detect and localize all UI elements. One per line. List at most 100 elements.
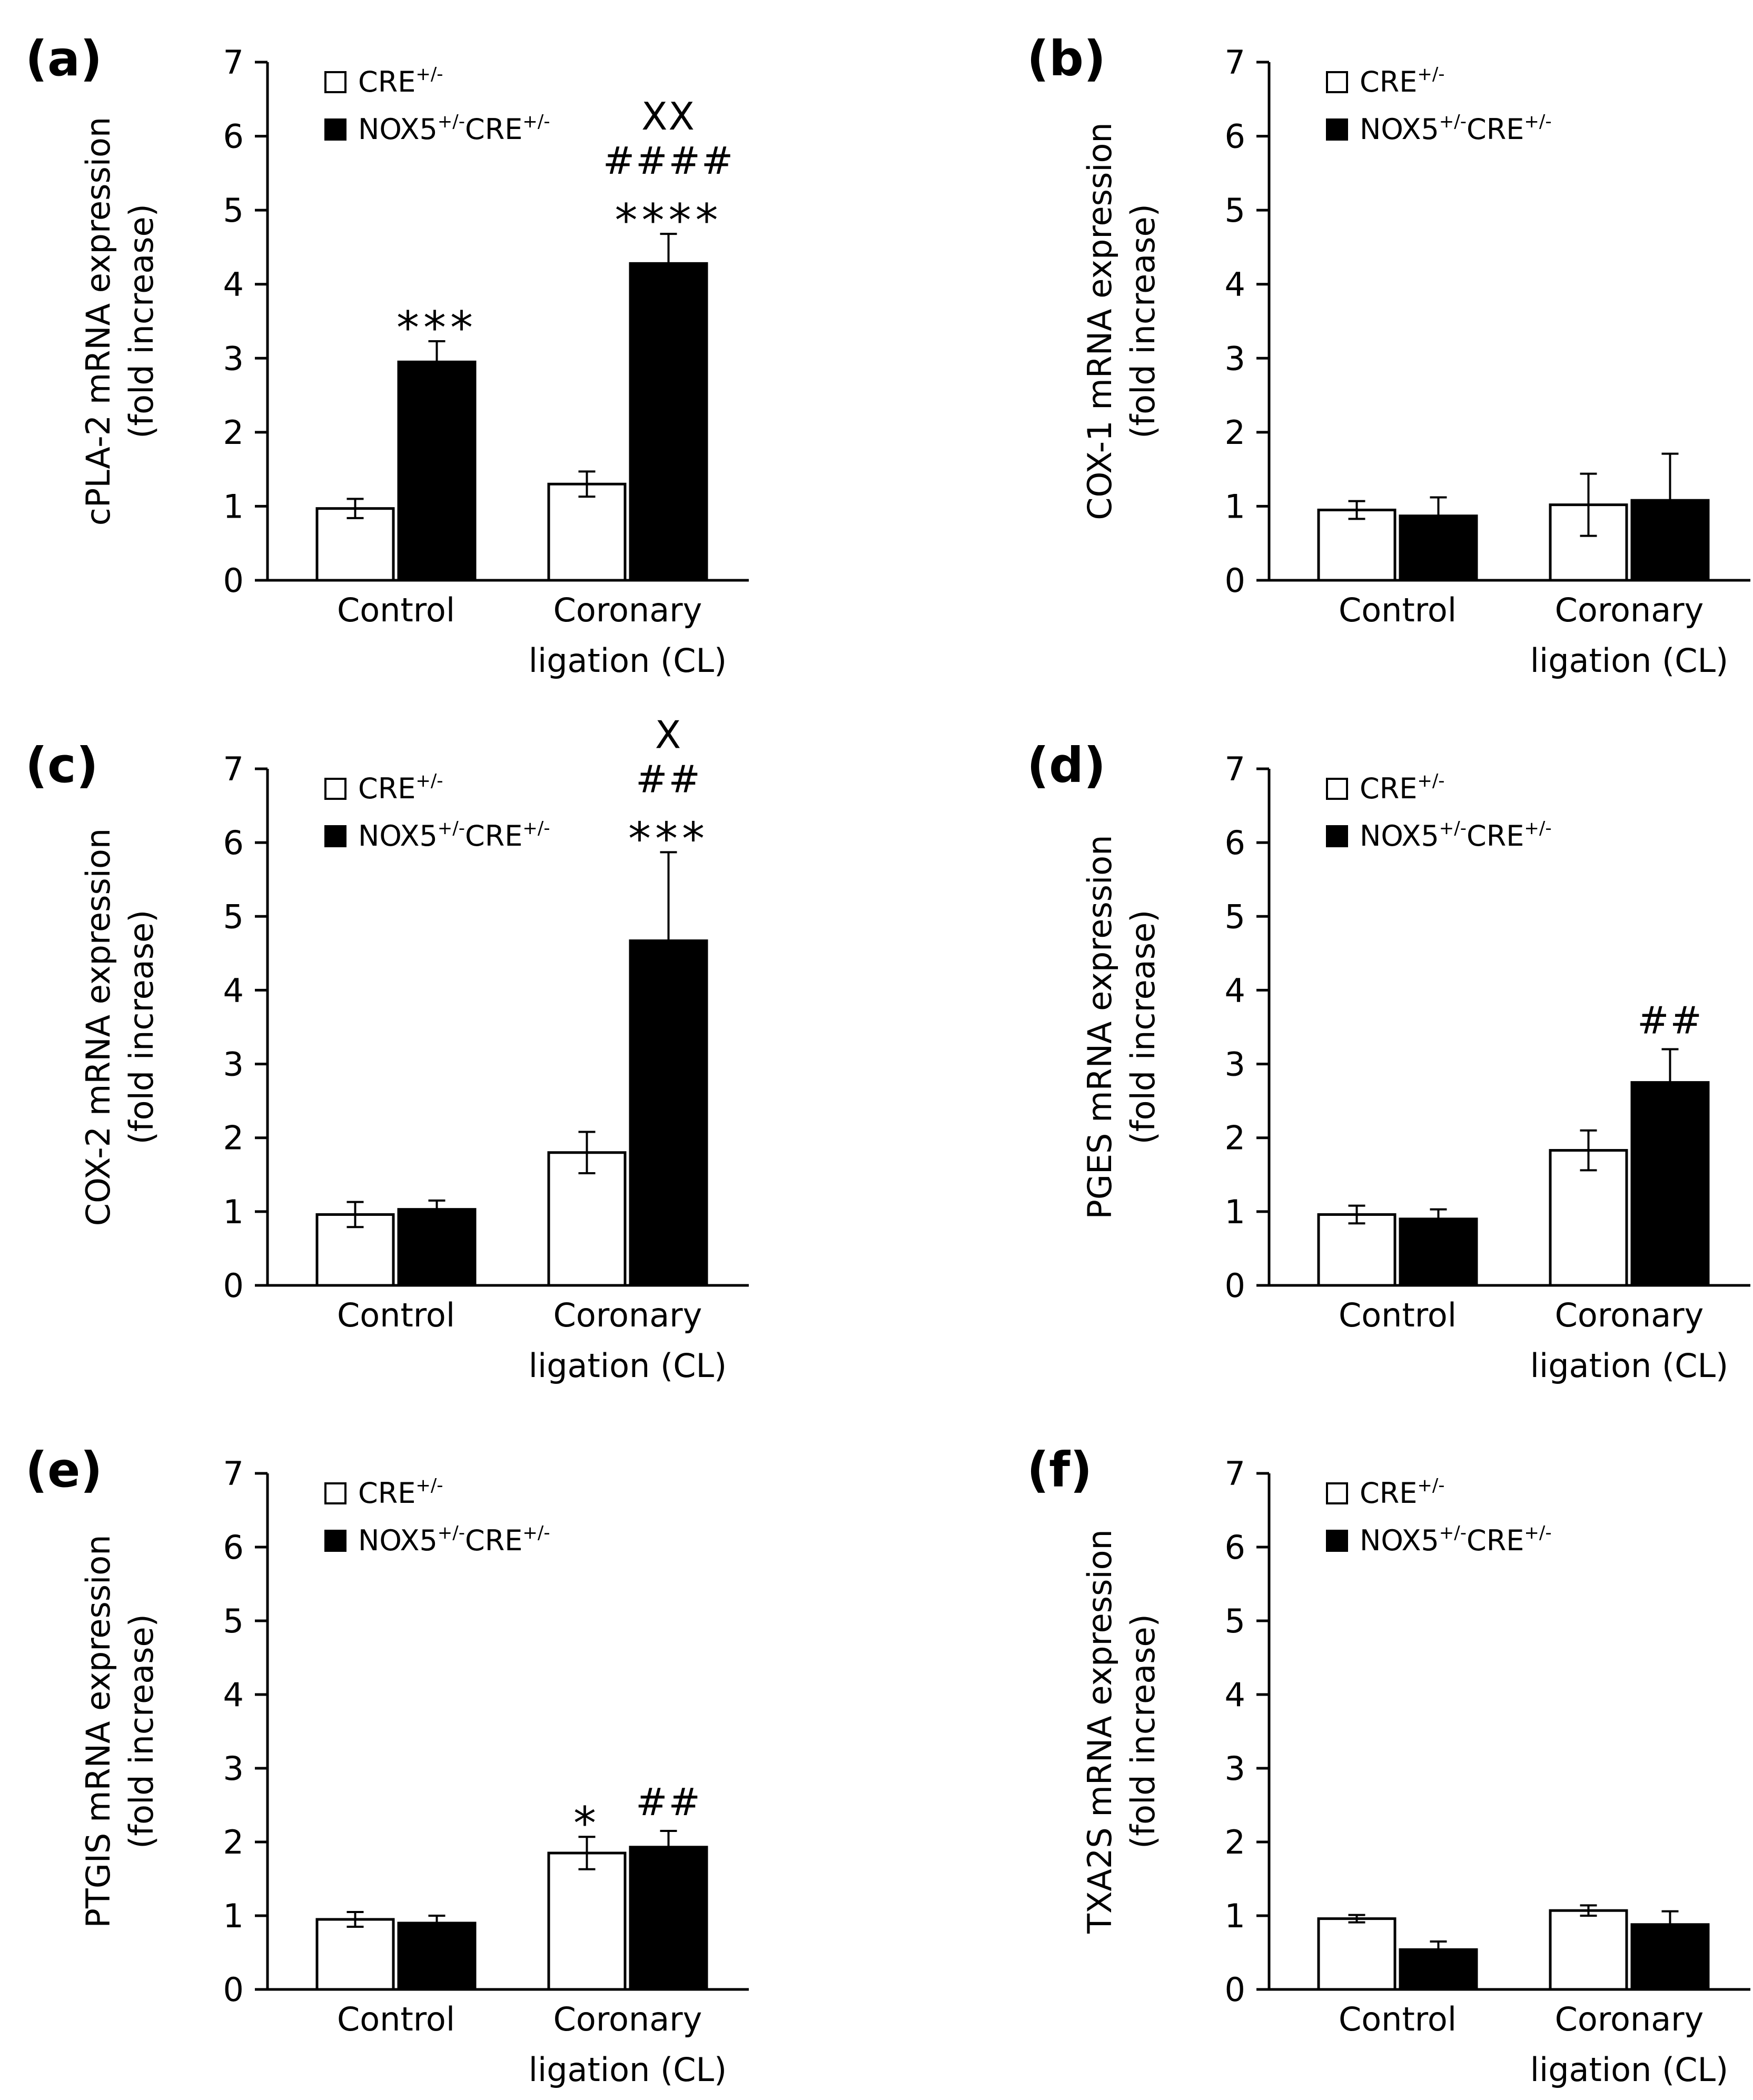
x-category-label: Coronary [553, 1296, 702, 1334]
significance-marker: X [655, 712, 682, 757]
y-tick-label: 0 [1225, 1970, 1245, 2009]
panel-2: (b) 0 1 2 3 4 5 6 7 COX-1 mRNA expression (fold in… [1027, 31, 1750, 680]
x-category-label: Coronary [1555, 591, 1704, 629]
y-tick-label: 1 [1225, 1193, 1245, 1231]
panel-1: (a) 0 1 2 3 4 5 6 7 cPLA-2 mRNA expression (fold i… [25, 31, 749, 680]
legend-swatch-cre [1326, 71, 1348, 93]
legend-label-nox5-cre: NOX5+/-CRE+/- [358, 111, 550, 146]
y-axis-label: PTGIS mRNA expression [79, 1534, 117, 1928]
legend-swatch-nox5-cre [1326, 825, 1348, 847]
panel-label: (d) [1027, 737, 1106, 794]
y-tick-label: 7 [1225, 43, 1245, 82]
legend-label-cre: CRE+/- [1360, 770, 1445, 805]
y-tick-label: 1 [1225, 1897, 1245, 1935]
x-category-label: Coronary [553, 2000, 702, 2038]
x-category-label: Coronary [1555, 2000, 1704, 2038]
y-tick-label: 1 [1225, 487, 1245, 526]
y-tick-label: 4 [1225, 971, 1245, 1009]
y-tick-label: 6 [1225, 117, 1245, 156]
y-tick-label: 2 [1225, 1823, 1245, 1861]
bar [1317, 508, 1397, 582]
significance-marker: #### [603, 138, 734, 183]
y-tick-label: 0 [223, 1970, 244, 2009]
y-axis-label-unit: (fold increase) [122, 910, 161, 1145]
y-tick-label: 5 [1225, 1602, 1245, 1640]
y-tick-label: 2 [223, 1119, 244, 1157]
significance-marker: *** [628, 813, 709, 865]
y-axis-label: TXA2S mRNA expression [1081, 1529, 1119, 1934]
x-category-label: Coronary [1555, 1296, 1704, 1334]
panel-label: (a) [25, 31, 102, 87]
bar [547, 482, 627, 582]
y-tick-label: 7 [223, 1454, 244, 1493]
y-tick-label: 7 [1225, 750, 1245, 788]
y-tick-label: 5 [223, 897, 244, 936]
legend-label-nox5-cre: NOX5+/-CRE+/- [1360, 818, 1552, 853]
legend-swatch-nox5-cre [1326, 118, 1348, 141]
x-category-label: ligation (CL) [529, 1346, 727, 1385]
x-category-label: Coronary [553, 591, 702, 629]
x-category-label: Control [1339, 2000, 1457, 2038]
legend-swatch-nox5-cre [324, 1530, 346, 1552]
legend-swatch-nox5-cre [1326, 1530, 1348, 1552]
significance-marker: **** [615, 194, 722, 247]
y-tick-label: 2 [223, 413, 244, 452]
legend-label-cre: CRE+/- [358, 1475, 443, 1510]
bar [547, 1851, 627, 1991]
y-axis-label: COX-1 mRNA expression [1081, 122, 1119, 520]
y-tick-label: 4 [223, 265, 244, 304]
bar [1399, 1948, 1478, 1991]
bar [397, 1208, 477, 1287]
x-category-label: ligation (CL) [529, 2051, 727, 2089]
x-category-label: ligation (CL) [1530, 2051, 1728, 2089]
y-tick-label: 5 [1225, 191, 1245, 230]
y-axis-label-unit: (fold increase) [122, 204, 161, 439]
significance-marker: ## [636, 757, 701, 801]
y-tick-label: 4 [223, 971, 244, 1009]
bar [1317, 1917, 1397, 1991]
bar [315, 507, 395, 582]
bar [315, 1918, 395, 1991]
y-axis-label: COX-2 mRNA expression [79, 828, 117, 1226]
y-tick-label: 6 [223, 824, 244, 862]
significance-marker: *** [397, 302, 477, 354]
bar [629, 1846, 708, 1991]
y-tick-label: 0 [223, 561, 244, 600]
legend-swatch-nox5-cre [324, 825, 346, 847]
legend-label-cre: CRE+/- [1360, 64, 1445, 98]
panel-label: (c) [25, 737, 98, 794]
bar [547, 1151, 627, 1287]
y-tick-label: 1 [223, 1897, 244, 1935]
y-tick-label: 1 [223, 487, 244, 526]
y-tick-label: 3 [1225, 339, 1245, 378]
y-tick-label: 6 [1225, 1528, 1245, 1567]
bar [1317, 1213, 1397, 1287]
x-category-label: Control [1339, 591, 1457, 629]
panel-6: (f) 0 1 2 3 4 5 6 7 TXA2S mRNA expression (fold in… [1027, 1442, 1750, 2089]
y-tick-label: 6 [223, 1528, 244, 1567]
y-tick-label: 0 [1225, 1266, 1245, 1305]
y-axis-label-unit: (fold increase) [1124, 1614, 1162, 1849]
y-tick-label: 2 [1225, 413, 1245, 452]
x-category-label: ligation (CL) [529, 641, 727, 680]
y-tick-label: 3 [223, 1749, 244, 1788]
y-tick-label: 7 [223, 750, 244, 788]
panel-4: (d) 0 1 2 3 4 5 6 7 PGES mRNA expression (fold inc… [1027, 737, 1750, 1385]
legend-label-nox5-cre: NOX5+/-CRE+/- [358, 818, 550, 853]
legend-label-nox5-cre: NOX5+/-CRE+/- [358, 1522, 550, 1557]
legend-swatch-cre [1326, 778, 1348, 800]
y-tick-label: 6 [223, 117, 244, 156]
legend-label-nox5-cre: NOX5+/-CRE+/- [1360, 111, 1552, 146]
y-axis-label-unit: (fold increase) [1124, 204, 1162, 439]
y-tick-label: 5 [223, 191, 244, 230]
legend-swatch-cre [324, 1482, 346, 1504]
bar [397, 1921, 477, 1991]
legend-swatch-cre [1326, 1482, 1348, 1504]
legend-swatch-cre [324, 778, 346, 800]
y-tick-label: 5 [223, 1602, 244, 1640]
y-tick-label: 5 [1225, 897, 1245, 936]
y-axis-label: cPLA-2 mRNA expression [79, 117, 117, 526]
bar [1549, 1909, 1628, 1991]
panel-label: (b) [1027, 31, 1106, 87]
